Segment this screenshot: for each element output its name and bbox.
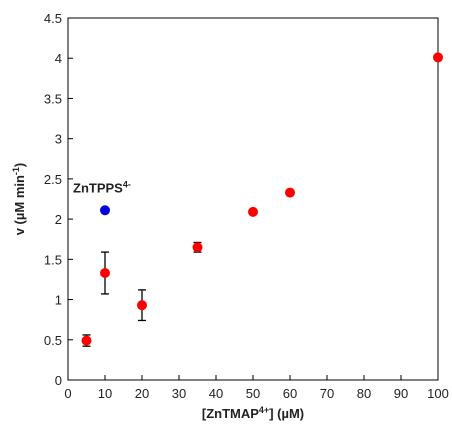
x-tick-label: 60 [283, 386, 297, 401]
data-point [100, 268, 110, 279]
data-point [248, 206, 258, 217]
annotation-label: ZnTPPS4- [73, 179, 131, 195]
x-tick-label: 40 [209, 386, 223, 401]
y-axis: 0 0.5 1 1.5 2 2.5 3 3.5 4 4.5 [44, 11, 73, 388]
x-tick-label: 90 [394, 386, 408, 401]
y-tick-label: 0 [55, 373, 62, 388]
x-tick-label: 0 [64, 386, 71, 401]
x-tick-label: 10 [98, 386, 112, 401]
y-tick-label: 3 [55, 132, 62, 147]
data-point [433, 52, 443, 63]
x-tick-label: 100 [427, 386, 449, 401]
y-tick-label: 2 [55, 212, 62, 227]
x-tick-label: 70 [320, 386, 334, 401]
y-tick-label: 3.5 [44, 91, 62, 106]
data-point [137, 300, 147, 311]
x-axis-title: [ZnTMAP4+] (µM) [202, 405, 304, 421]
y-tick-label: 1.5 [44, 252, 62, 267]
plot-frame [67, 17, 439, 381]
data-point [192, 242, 203, 253]
y-axis-title: v (µM min-1) [11, 163, 27, 236]
x-axis: 0 10 20 30 40 50 60 70 80 90 100 [64, 375, 449, 401]
x-tick-label: 30 [172, 386, 186, 401]
data-point [285, 187, 295, 198]
y-tick-label: 4 [55, 51, 62, 66]
x-tick-label: 20 [135, 386, 149, 401]
y-tick-label: 0.5 [44, 333, 62, 348]
x-tick-label: 80 [357, 386, 371, 401]
y-tick-label: 4.5 [44, 11, 62, 26]
data-point [100, 205, 110, 216]
plot-area-border [67, 17, 439, 381]
y-tick-label: 1 [55, 293, 62, 308]
data-point [81, 335, 92, 346]
x-tick-label: 50 [246, 386, 260, 401]
y-tick-label: 2.5 [44, 172, 62, 187]
data-marks [81, 52, 443, 347]
